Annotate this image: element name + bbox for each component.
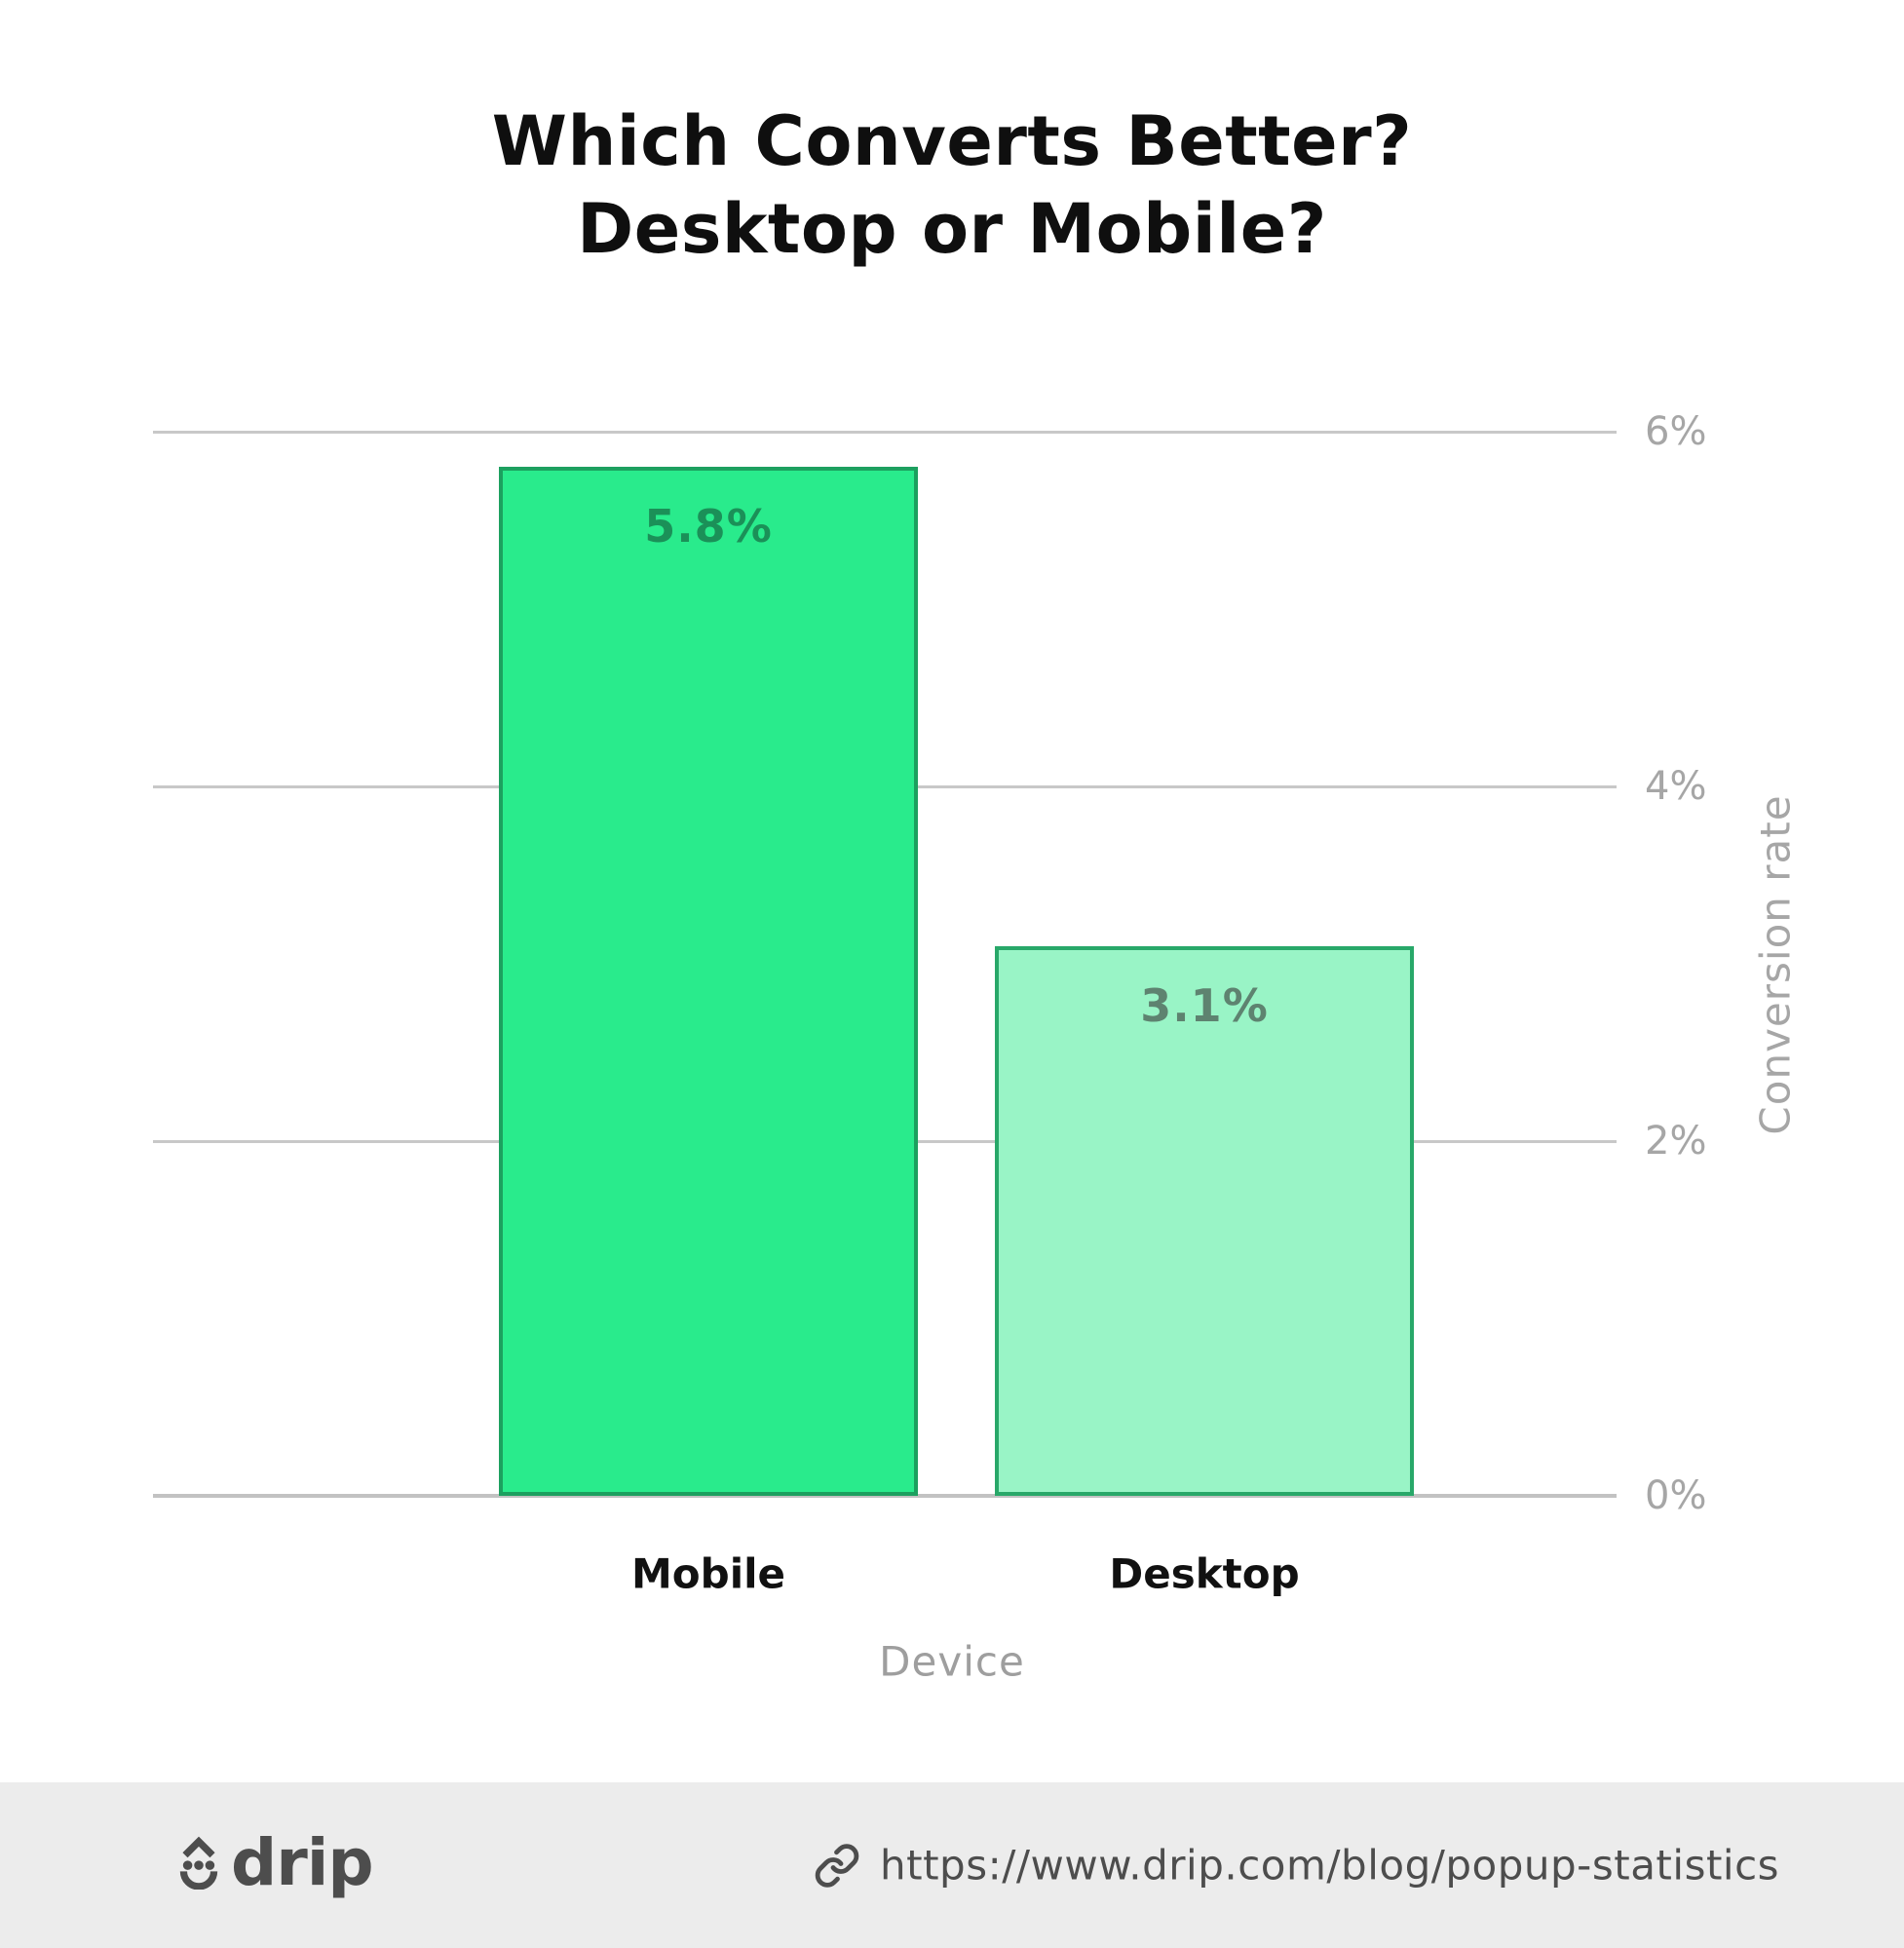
chart-title-line-2: Desktop or Mobile? [577,189,1327,269]
brand-logo: drip [178,1831,374,1895]
footer-bar: drip https://www.drip.com/blog/popup-sta… [0,1782,1904,1948]
chart-title-line-1: Which Converts Better? [491,101,1413,181]
chart-title: Which Converts Better? Desktop or Mobile… [0,97,1904,273]
y-tick-label-4pct: 4% [1645,764,1707,809]
brand-wordmark: drip [231,1825,374,1900]
bar-desktop: 3.1% [995,946,1414,1496]
bar-mobile: 5.8% [499,467,918,1496]
x-category-label-mobile: Mobile [631,1549,785,1598]
y-tick-label-0pct: 0% [1645,1473,1707,1518]
bar-value-label-mobile: 5.8% [644,500,773,553]
y-gridline-0pct [153,1494,1617,1498]
y-axis-title: Conversion rate [1751,794,1800,1135]
bar-value-label-desktop: 3.1% [1140,979,1269,1032]
y-tick-label-6pct: 6% [1645,409,1707,454]
y-gridline-6pct [153,431,1617,434]
drip-droplet-logo-icon [178,1835,219,1890]
link-icon [814,1842,860,1889]
x-axis-title: Device [879,1637,1025,1686]
y-tick-label-2pct: 2% [1645,1119,1707,1164]
source-url: https://www.drip.com/blog/popup-statisti… [880,1841,1780,1890]
source-url-row: https://www.drip.com/blog/popup-statisti… [814,1842,1779,1890]
x-category-label-desktop: Desktop [1109,1549,1300,1598]
